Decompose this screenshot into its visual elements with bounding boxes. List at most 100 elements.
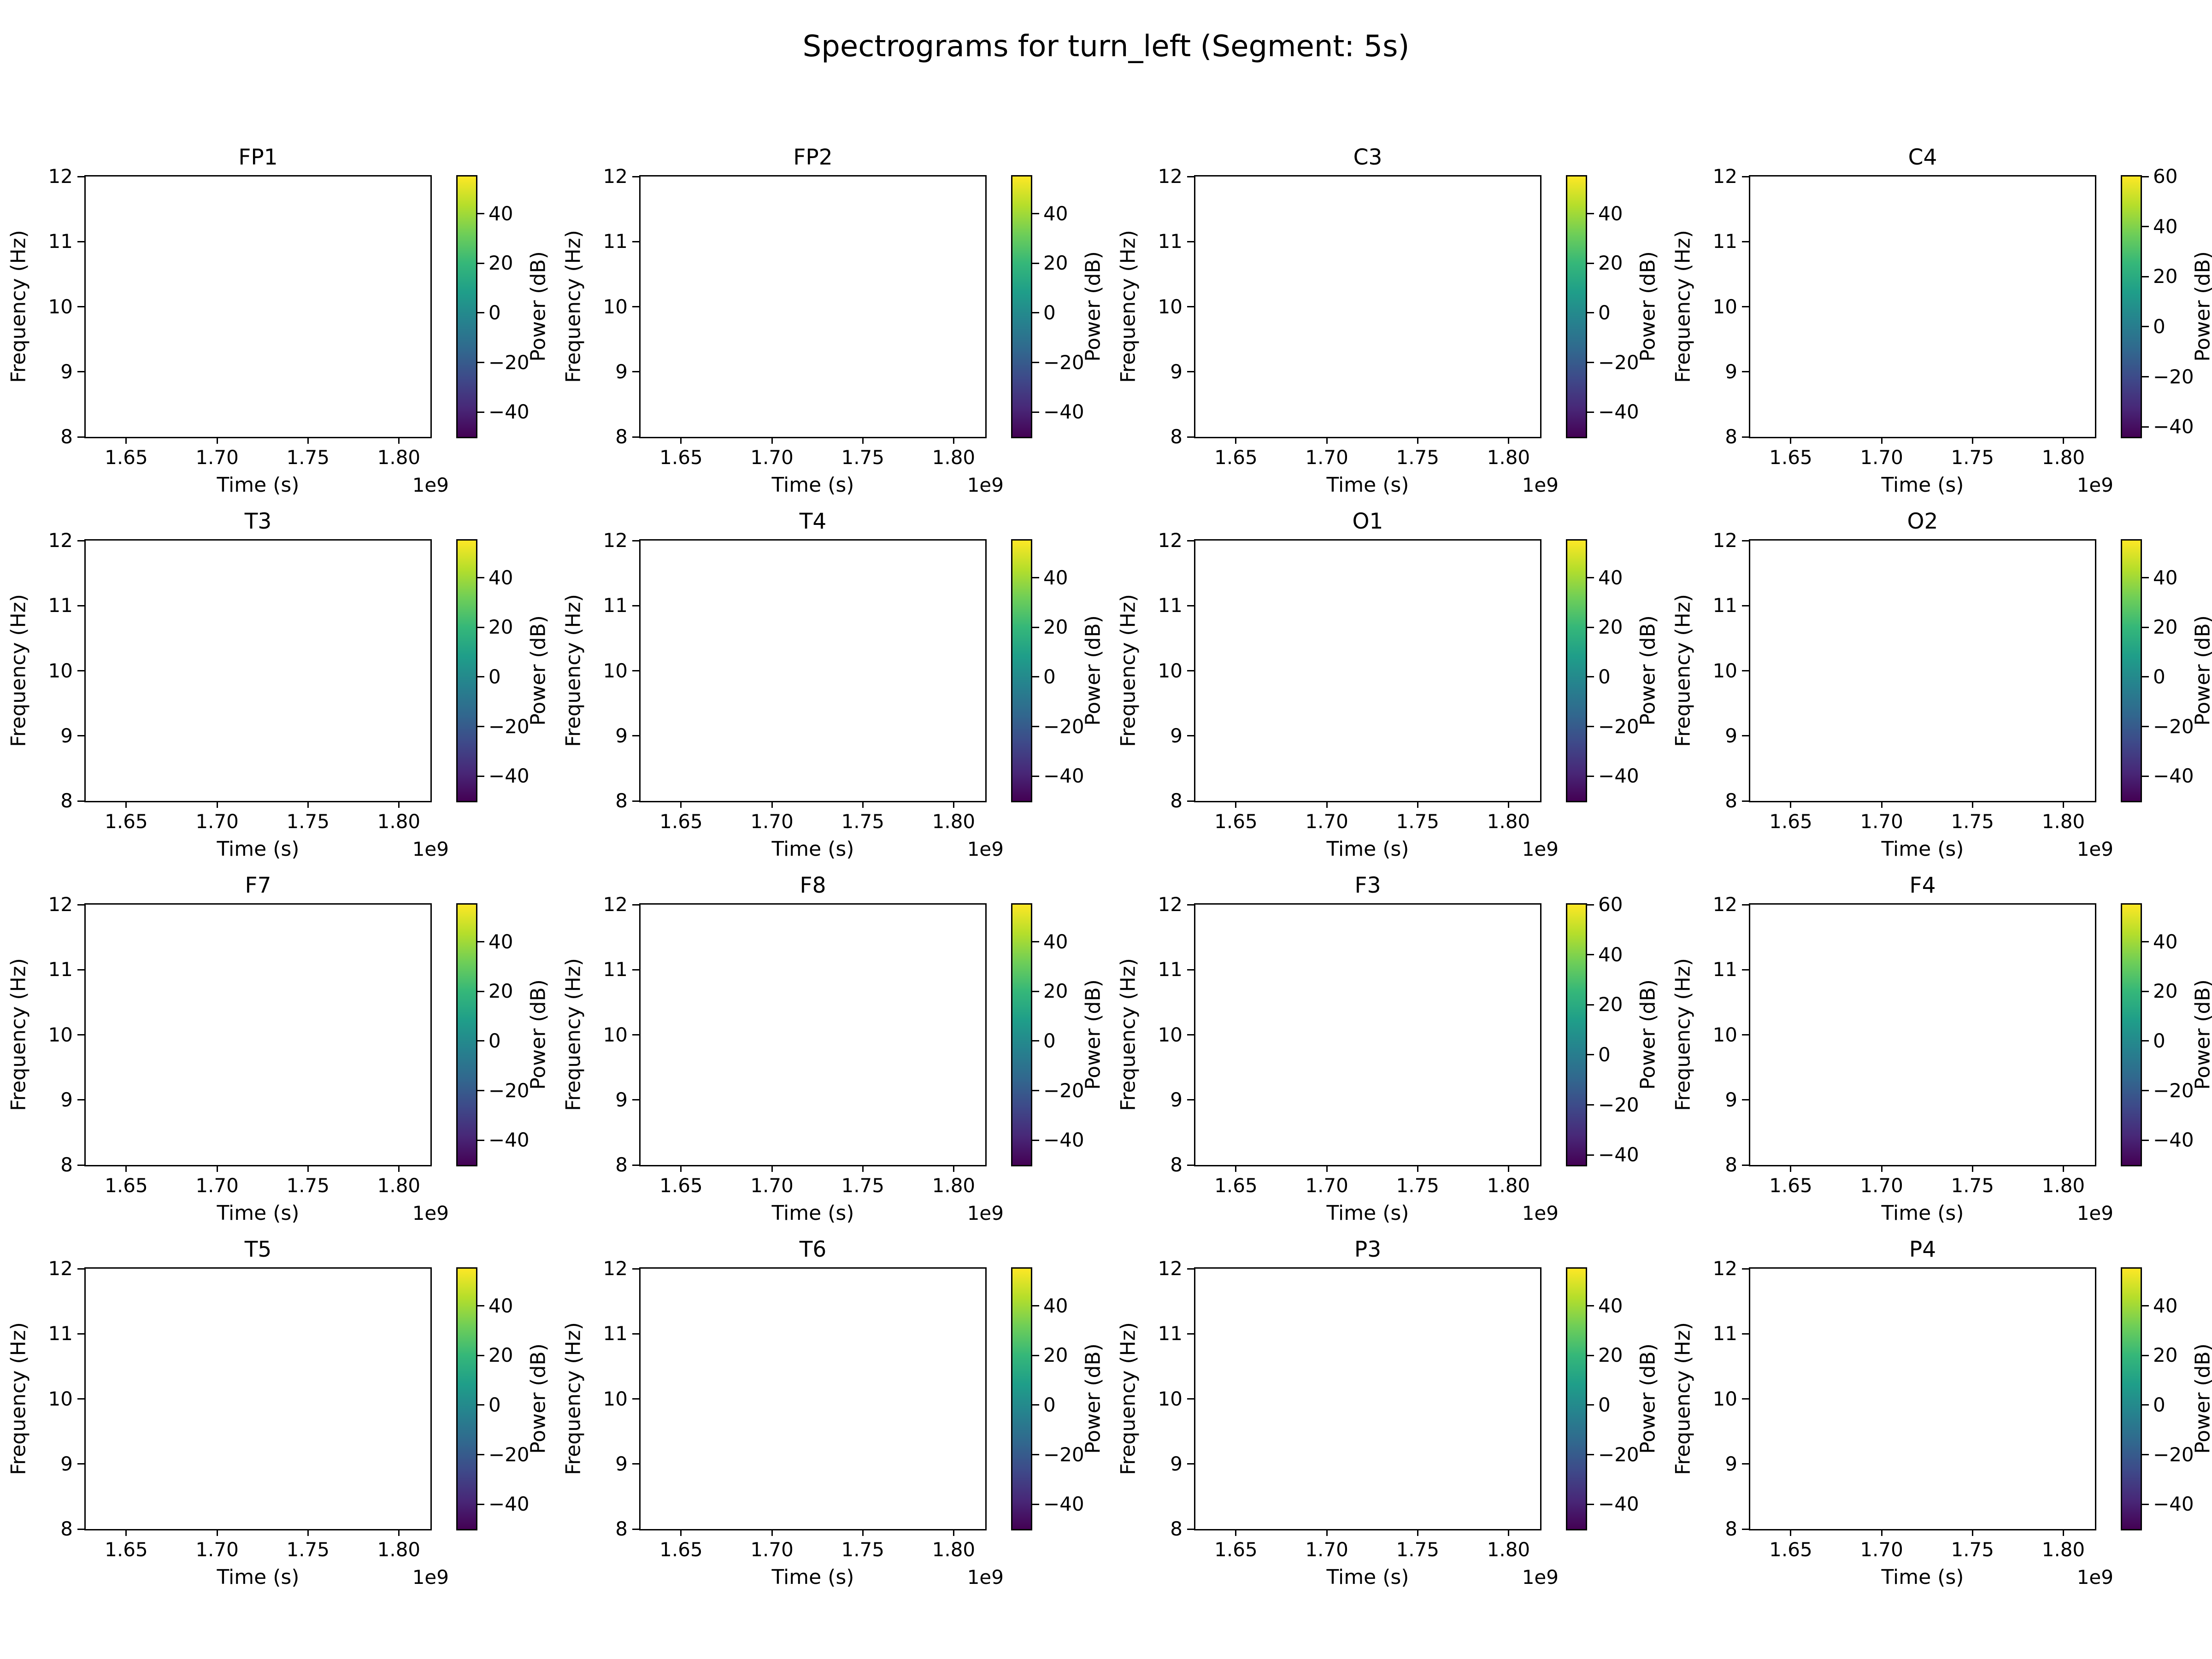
x-axis-offset-label: 1e9 [1522,1566,1559,1588]
x-tick-mark [1417,437,1418,444]
colorbar-tick-label: −20 [488,1079,529,1102]
colorbar-tick-label: 40 [488,930,513,953]
colorbar-label: Power (dB) [1081,615,1105,726]
colorbar-tick-mark [1032,1354,1039,1356]
x-tick-label: 1.75 [841,810,884,833]
y-tick-label: 10 [1158,1387,1182,1410]
colorbar [1011,175,1032,438]
x-tick-mark [216,1165,218,1172]
x-tick-label: 1.80 [377,810,421,833]
y-tick-label: 9 [615,360,628,383]
colorbar-tick-mark [477,626,484,628]
subplot-title: FP1 [238,145,278,170]
y-tick-label: 11 [1158,594,1182,617]
y-tick-mark [632,1333,639,1335]
colorbar-tick-mark [1032,1454,1039,1456]
x-tick-mark [1881,1165,1883,1172]
plot-area [1749,903,2096,1166]
colorbar [2121,175,2142,438]
colorbar-tick-label: −40 [1043,1493,1084,1516]
colorbar [2121,903,2142,1166]
x-axis-offset-label: 1e9 [967,1566,1004,1588]
x-axis-offset-label: 1e9 [412,474,449,496]
colorbar-tick-mark [2142,1040,2149,1042]
colorbar-tick-mark [1587,626,1594,628]
colorbar-tick-mark [1587,1154,1594,1156]
y-tick-mark [1742,800,1749,802]
colorbar-tick-label: −20 [1043,1443,1084,1466]
colorbar-tick-mark [2142,626,2149,628]
y-tick-label: 12 [603,165,628,188]
x-tick-label: 1.65 [1769,446,1812,469]
x-tick-label: 1.70 [750,1538,794,1561]
x-tick-label: 1.75 [1396,1174,1439,1197]
x-tick-mark [680,801,682,808]
subplot-F8: F8 Frequency (Hz) 12 11 10 9 8 1.65 1.70 1.75 1… [562,873,1105,1225]
x-tick-label: 1.80 [2041,1174,2085,1197]
subplot-T5: T5 Frequency (Hz) 12 11 10 9 8 1.65 1.70 1.75 1… [7,1237,550,1589]
subplot-title: F4 [1909,873,1936,898]
colorbar-tick-mark [1587,411,1594,413]
x-tick-mark [1235,437,1237,444]
subplot-title: F3 [1354,873,1381,898]
y-tick-mark [1187,540,1194,541]
y-tick-label: 12 [1712,165,1737,188]
x-tick-label: 1.75 [841,1538,884,1561]
x-tick-mark [1507,1165,1509,1172]
y-tick-label: 9 [1725,1088,1737,1111]
colorbar-tick-mark [1032,411,1039,413]
x-axis-label: Time (s) [1326,1201,1409,1225]
subplot-O1: O1 Frequency (Hz) 12 11 10 9 8 1.65 1.70 1.75 1… [1117,509,1660,861]
colorbar-tick-mark [1032,775,1039,777]
x-tick-label: 1.65 [659,446,703,469]
x-tick-mark [771,1165,773,1172]
y-tick-mark [77,969,84,971]
y-tick-label: 9 [615,724,628,747]
colorbar-tick-mark [1032,577,1039,579]
colorbar-tick-label: 40 [2153,930,2178,953]
x-tick-label: 1.80 [377,1538,421,1561]
colorbar-tick-mark [1032,1090,1039,1092]
y-tick-mark [77,1164,84,1166]
x-axis-label: Time (s) [771,1201,854,1225]
x-axis-label: Time (s) [771,1565,854,1589]
colorbar-tick-mark [1587,1054,1594,1056]
x-tick-mark [1235,801,1237,808]
colorbar-tick-mark [477,362,484,364]
subplot-title: O2 [1907,509,1938,534]
subplot-title: FP2 [793,145,833,170]
colorbar-tick-mark [1587,1104,1594,1106]
x-axis-offset-label: 1e9 [412,1202,449,1224]
subplot-T3: T3 Frequency (Hz) 12 11 10 9 8 1.65 1.70 1.75 1… [7,509,550,861]
colorbar-tick-mark [1032,990,1039,992]
subplot-F4: F4 Frequency (Hz) 12 11 10 9 8 1.65 1.70 1.75 1… [1671,873,2212,1225]
x-tick-mark [1417,1529,1418,1536]
colorbar-tick-mark [1032,1040,1039,1042]
colorbar-tick-mark [2142,176,2149,177]
colorbar-tick-label: 20 [488,252,513,275]
y-tick-mark [1742,371,1749,373]
y-tick-label: 9 [1170,724,1182,747]
colorbar-tick-mark [477,1090,484,1092]
y-tick-mark [1742,605,1749,606]
subplot-T4: T4 Frequency (Hz) 12 11 10 9 8 1.65 1.70 1.75 1… [562,509,1105,861]
y-tick-mark [1742,735,1749,737]
y-tick-label: 9 [1170,1452,1182,1475]
y-tick-mark [632,306,639,307]
x-axis-offset-label: 1e9 [1522,474,1559,496]
y-tick-label: 12 [1158,1257,1182,1280]
x-tick-label: 1.70 [195,1538,239,1561]
x-tick-label: 1.75 [1396,1538,1439,1561]
x-tick-label: 1.70 [195,1174,239,1197]
y-tick-label: 8 [60,789,73,812]
y-tick-label: 8 [1170,425,1182,448]
colorbar-tick-label: −20 [1598,715,1639,738]
y-tick-label: 10 [48,1023,73,1046]
colorbar-tick-mark [477,1305,484,1307]
y-tick-mark [77,436,84,438]
colorbar-tick-label: 0 [1043,665,1056,688]
plot-area [1749,539,2096,802]
y-tick-label: 10 [1158,295,1182,318]
colorbar-tick-label: 0 [488,1029,501,1052]
x-tick-mark [1417,1165,1418,1172]
